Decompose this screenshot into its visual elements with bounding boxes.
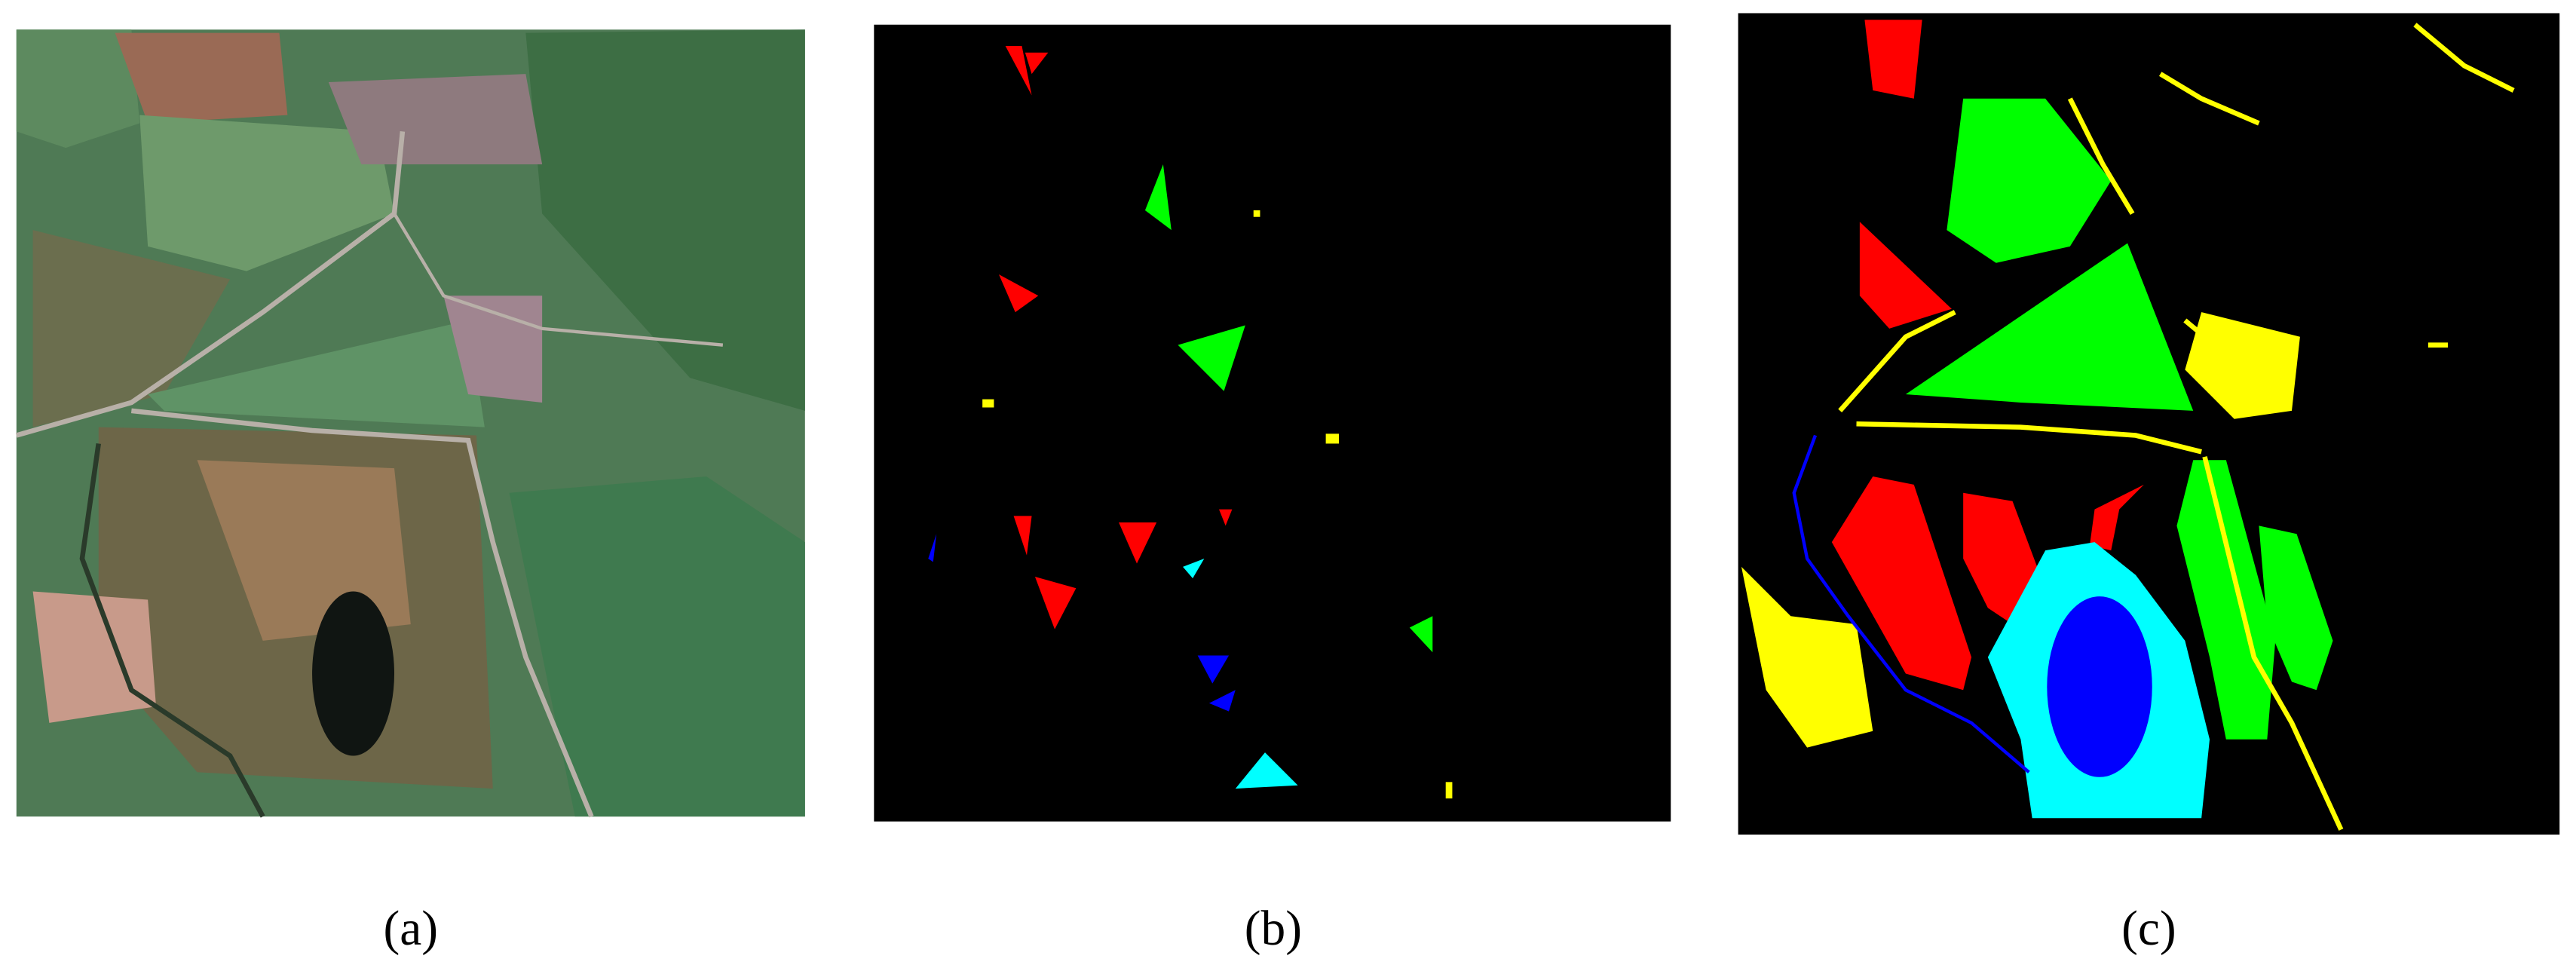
- caption: (c): [2121, 902, 2176, 956]
- caption: (b): [1245, 902, 1302, 956]
- dense-labels: [1738, 13, 2560, 835]
- caption: (a): [384, 902, 439, 956]
- aerial-image: [15, 29, 805, 818]
- sparse-labels: [874, 24, 1671, 822]
